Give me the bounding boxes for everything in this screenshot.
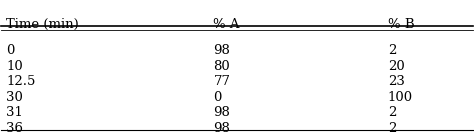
Text: 30: 30 (6, 91, 23, 104)
Text: 10: 10 (6, 60, 23, 73)
Text: 100: 100 (388, 91, 413, 104)
Text: 0: 0 (213, 91, 222, 104)
Text: 98: 98 (213, 44, 230, 57)
Text: 36: 36 (6, 122, 23, 135)
Text: 98: 98 (213, 122, 230, 135)
Text: 2: 2 (388, 122, 396, 135)
Text: 23: 23 (388, 75, 405, 88)
Text: 77: 77 (213, 75, 230, 88)
Text: % B: % B (388, 18, 414, 31)
Text: 2: 2 (388, 106, 396, 119)
Text: 80: 80 (213, 60, 230, 73)
Text: 0: 0 (6, 44, 15, 57)
Text: 20: 20 (388, 60, 404, 73)
Text: 2: 2 (388, 44, 396, 57)
Text: 12.5: 12.5 (6, 75, 36, 88)
Text: 98: 98 (213, 106, 230, 119)
Text: % A: % A (213, 18, 240, 31)
Text: 31: 31 (6, 106, 23, 119)
Text: Time (min): Time (min) (6, 18, 79, 31)
